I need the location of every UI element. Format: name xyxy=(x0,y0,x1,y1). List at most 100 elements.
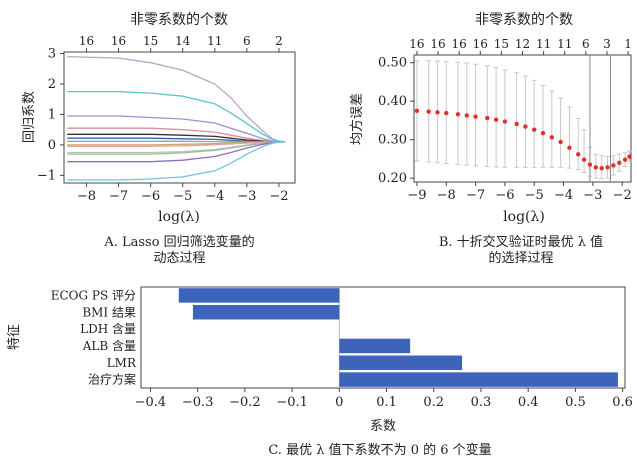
panel-b-mse-point-6 xyxy=(464,113,469,118)
panel-a-x-tick-label-3: −6 xyxy=(141,189,160,204)
panel-c-bar-4 xyxy=(339,338,411,354)
panel-b-mse-point-13 xyxy=(532,127,537,132)
panel-b-optimal-lambda-lines xyxy=(589,55,611,182)
panel-b-x-ticks: −9 −8 −7 −6 −5 −4 −3 −2 xyxy=(407,182,632,203)
panel-a-y-tick-label-2: 0 xyxy=(48,138,56,153)
panel-b-y-ticks: 0.20 0.30 0.40 0.50 xyxy=(378,56,414,186)
panel-c-x-tick-label-5: 0 xyxy=(335,395,343,410)
panel-b-mse-point-15 xyxy=(549,135,555,140)
panel-b-mse-point-25 xyxy=(617,160,622,165)
caption-a-line1: A. Lasso 回归筛选变量的 xyxy=(104,235,255,250)
panel-b-cross-validation-chart: −9 −8 −7 −6 −5 −4 −3 −2 0.200.300.400.50 16 16 16… xyxy=(349,12,633,225)
panel-b-mse-point-1 xyxy=(414,108,420,114)
panel-b-top-tick-label-5: 15 xyxy=(494,37,509,51)
panel-a-top-tick-label-4: 14 xyxy=(175,34,191,48)
panel-c-coefficient-bar-chart: ECOG PS 评分 BMI 结果 LDH 含量 ALB 含量 LMR 治疗方案 −0.4… xyxy=(7,286,633,434)
panel-b-x-axis-label: log(λ) xyxy=(503,209,545,225)
panel-a-x-tick-label-6: −3 xyxy=(237,189,256,204)
panel-b-mse-point-16 xyxy=(558,139,563,145)
panel-c-x-tick-label-8: 0.3 xyxy=(471,395,492,410)
panel-b-mse-point-20 xyxy=(587,162,593,167)
caption-b-line1: B. 十折交叉验证时最优 λ 值 xyxy=(438,235,604,250)
panel-a-y-tick-label-4: 2 xyxy=(48,77,56,92)
panel-a-top-tick-label-7: 2 xyxy=(275,34,283,48)
panel-b-x-tick-label-1: −9 xyxy=(407,188,426,203)
panel-b-x-tick-label-5: −5 xyxy=(525,188,544,203)
panel-b-top-tick-label-2: 16 xyxy=(430,37,445,51)
caption-a: A. Lasso 回归筛选变量的 动态过程 xyxy=(64,235,295,267)
panel-c-x-tick-label-1: −0.4 xyxy=(135,395,167,410)
panel-c-category-label-3: LDH 含量 xyxy=(80,321,136,336)
panel-a-y-ticks: −1 0 1 2 3 xyxy=(37,47,64,183)
panel-c-category-label-1: ECOG PS 评分 xyxy=(51,288,136,302)
panel-b-x-tick-label-7: −3 xyxy=(583,188,602,203)
panel-b-y-axis-label: 均方误差 xyxy=(349,93,365,145)
panel-b-x-tick-label-4: −6 xyxy=(495,188,514,203)
caption-c-text: C. 最优 λ 值下系数不为 0 的 6 个变量 xyxy=(268,443,492,458)
panel-b-y-tick-label-2: 0.30 xyxy=(378,133,407,148)
panel-a-top-tick-label-1: 16 xyxy=(79,34,94,48)
panel-a-top-axis-title: 非零系数的个数 xyxy=(130,12,228,28)
panel-b-top-ticks: 16 16 16 16 15 12 11 11 6 3 1 xyxy=(409,37,632,55)
panel-c-x-tick-label-4: −0.1 xyxy=(276,395,308,410)
panel-b-mse-point-9 xyxy=(493,117,499,122)
panel-b-y-tick-label-3: 0.40 xyxy=(378,94,407,109)
panel-a-path-2 xyxy=(67,90,286,143)
panel-b-mse-point-4 xyxy=(444,110,449,116)
panel-b-mse-point-19 xyxy=(581,157,587,162)
panel-b-mse-point-18 xyxy=(576,152,581,157)
panel-b-top-tick-label-7: 11 xyxy=(536,37,551,51)
panel-b-x-tick-label-3: −7 xyxy=(466,188,485,203)
panel-b-mse-point-8 xyxy=(485,115,490,121)
panel-c-x-tick-label-3: −0.2 xyxy=(229,395,261,410)
panel-b-top-tick-label-6: 12 xyxy=(515,37,530,51)
panel-b-mse-point-5 xyxy=(455,112,461,117)
panel-a-path-13 xyxy=(67,141,286,181)
panel-b-top-tick-label-4: 16 xyxy=(473,37,488,51)
panel-a-top-tick-label-5: 11 xyxy=(207,34,222,48)
panel-b-mse-point-10 xyxy=(502,119,508,124)
panel-a-top-ticks: 16 16 15 14 11 6 2 xyxy=(79,34,283,52)
panel-b-x-tick-label-8: −2 xyxy=(613,188,632,203)
panel-a-y-tick-label-5: 3 xyxy=(48,47,56,62)
panel-b-mse-points xyxy=(414,108,632,171)
panel-a-plot-frame xyxy=(63,51,296,184)
panel-b-top-tick-label-9: 6 xyxy=(582,37,590,51)
panel-c-bar-2 xyxy=(192,305,340,320)
panel-a-x-ticks: −8 −7 −6 −5 −4 −3 −2 xyxy=(77,183,289,204)
panel-c-x-tick-label-9: 0.4 xyxy=(518,395,539,410)
panel-c-bar-6 xyxy=(339,372,618,387)
panel-b-error-bars xyxy=(414,60,633,180)
panel-a-x-tick-label-5: −4 xyxy=(205,189,224,204)
panel-c-category-label-6: 治疗方案 xyxy=(88,372,136,387)
panel-c-x-tick-label-7: 0.2 xyxy=(423,395,444,410)
panel-b-mse-point-17 xyxy=(567,145,572,150)
caption-b-line2: 的选择过程 xyxy=(488,251,554,266)
panel-b-mse-point-26 xyxy=(622,157,628,162)
panel-b-mse-point-27 xyxy=(627,154,632,159)
panel-b-mse-point-21 xyxy=(593,165,599,170)
panel-c-x-ticks: −0.4 −0.3 −0.2 −0.1 0 0.1 0.2 0.3 0.4 0.5 0.6 xyxy=(135,388,633,410)
panel-a-y-tick-label-3: 1 xyxy=(48,107,56,122)
panel-a-y-tick-label-1: −1 xyxy=(37,168,56,183)
panel-a-x-tick-label-4: −5 xyxy=(173,189,192,204)
panel-b-x-tick-label-6: −4 xyxy=(554,188,573,203)
caption-a-line2: 动态过程 xyxy=(153,251,206,266)
panel-c-x-tick-label-6: 0.1 xyxy=(376,395,397,410)
panel-a-x-tick-label-2: −7 xyxy=(109,189,128,204)
panel-a-x-axis-label: log(λ) xyxy=(158,209,200,225)
panel-a-y-axis-label: 回归系数 xyxy=(22,91,37,143)
panel-c-bar-1 xyxy=(178,288,340,303)
panel-b-top-tick-label-3: 16 xyxy=(452,37,467,51)
panel-c-category-label-4: ALB 含量 xyxy=(82,338,136,353)
panel-b-top-tick-label-1: 16 xyxy=(409,37,424,51)
panel-b-mse-point-11 xyxy=(514,121,519,127)
panel-b-top-axis-title: 非零系数的个数 xyxy=(475,12,573,28)
panel-b-y-tick-label-1: 0.20 xyxy=(378,171,407,186)
panel-b-x-tick-label-2: −8 xyxy=(437,188,456,203)
panel-c-x-tick-label-10: 0.5 xyxy=(565,395,586,410)
panel-b-mse-point-24 xyxy=(611,163,616,168)
caption-c: C. 最优 λ 值下系数不为 0 的 6 个变量 xyxy=(180,443,580,459)
panel-c-x-tick-label-11: 0.6 xyxy=(612,395,633,410)
